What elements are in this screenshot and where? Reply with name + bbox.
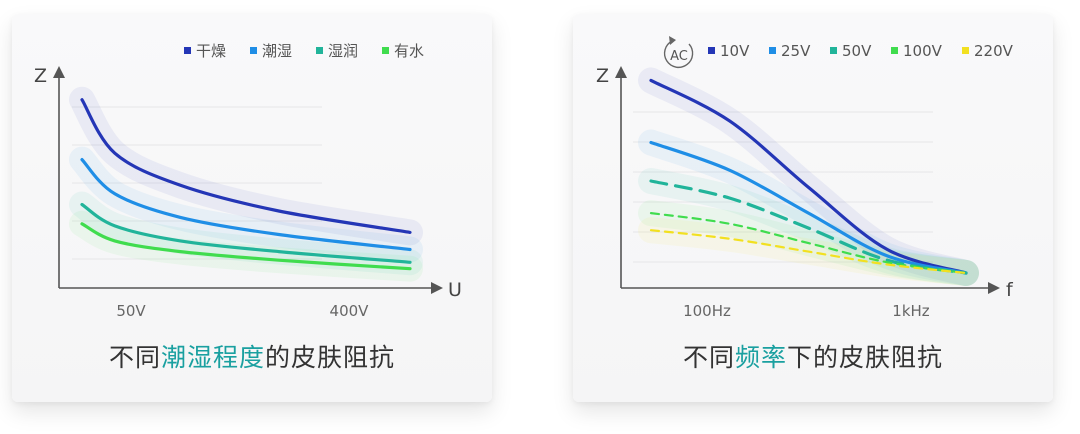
legend-label: 湿润 <box>328 42 358 60</box>
legend-swatch <box>962 47 969 54</box>
legend: 10V 25V 50V 100V 220V <box>708 42 1014 60</box>
series-line-潮湿 <box>80 158 412 252</box>
legend-label: 潮湿 <box>262 42 292 60</box>
series-line-100V <box>649 212 968 275</box>
legend-label: 50V <box>842 42 872 60</box>
chart-frequency: AC 10V 25V 50V 100V 220V Z f 100Hz 1kHz <box>596 36 1014 320</box>
legend-label: 220V <box>974 42 1014 60</box>
y-axis-arrow <box>615 66 627 78</box>
x-tick-label: 1kHz <box>892 302 930 320</box>
x-axis-label: f <box>1006 279 1014 301</box>
legend-swatch <box>708 47 715 54</box>
chart-humidity: 干燥 潮湿 湿润 有水 Z U 50V 400V <box>34 42 462 320</box>
chart-caption: 不同频率下的皮肤阻抗 <box>573 338 1053 374</box>
caption-highlight: 频率 <box>734 343 787 372</box>
legend-swatch <box>184 47 191 54</box>
legend-swatch <box>316 47 323 54</box>
legend-swatch <box>382 47 389 54</box>
series-line-湿润 <box>80 202 412 264</box>
series-line-50V <box>649 179 968 275</box>
legend-swatch <box>830 47 837 54</box>
series-line-10V <box>649 78 968 275</box>
legend-label: 25V <box>781 42 811 60</box>
caption-suffix: 下的皮肤阻抗 <box>787 343 944 372</box>
series-line-有水 <box>80 222 412 271</box>
legend-swatch <box>769 47 776 54</box>
y-axis-label: Z <box>34 65 47 87</box>
legend-swatch <box>250 47 257 54</box>
y-axis-label: Z <box>596 65 609 87</box>
chart-card-humidity: 干燥 潮湿 湿润 有水 Z U 50V 400V 不同潮湿程度的皮肤阻抗 <box>12 14 492 402</box>
series-line-220V <box>649 229 968 275</box>
x-tick-label: 50V <box>116 302 146 320</box>
caption-prefix: 不同 <box>682 343 735 372</box>
series-line-干燥 <box>80 98 412 234</box>
legend-label: 100V <box>903 42 943 60</box>
x-axis-label: U <box>448 279 462 301</box>
x-tick-label: 100Hz <box>683 302 731 320</box>
caption-suffix: 的皮肤阻抗 <box>265 343 396 372</box>
y-axis-arrow <box>53 66 65 78</box>
legend-label: 干燥 <box>196 42 226 60</box>
legend: 干燥 潮湿 湿润 有水 <box>184 42 424 60</box>
chart-caption: 不同潮湿程度的皮肤阻抗 <box>12 338 492 374</box>
ac-badge-text: AC <box>670 49 688 64</box>
caption-prefix: 不同 <box>108 343 161 372</box>
x-axis-arrow <box>988 282 1000 294</box>
legend-label: 有水 <box>394 42 424 60</box>
series-line-25V <box>649 140 968 275</box>
x-tick-label: 400V <box>330 302 370 320</box>
caption-highlight: 潮湿程度 <box>160 343 265 372</box>
ac-icon: AC <box>663 36 694 69</box>
legend-label: 10V <box>720 42 750 60</box>
legend-swatch <box>891 47 898 54</box>
chart-card-frequency: AC 10V 25V 50V 100V 220V Z f 100Hz 1kHz 不同频率… <box>573 14 1053 402</box>
x-axis-arrow <box>431 282 443 294</box>
